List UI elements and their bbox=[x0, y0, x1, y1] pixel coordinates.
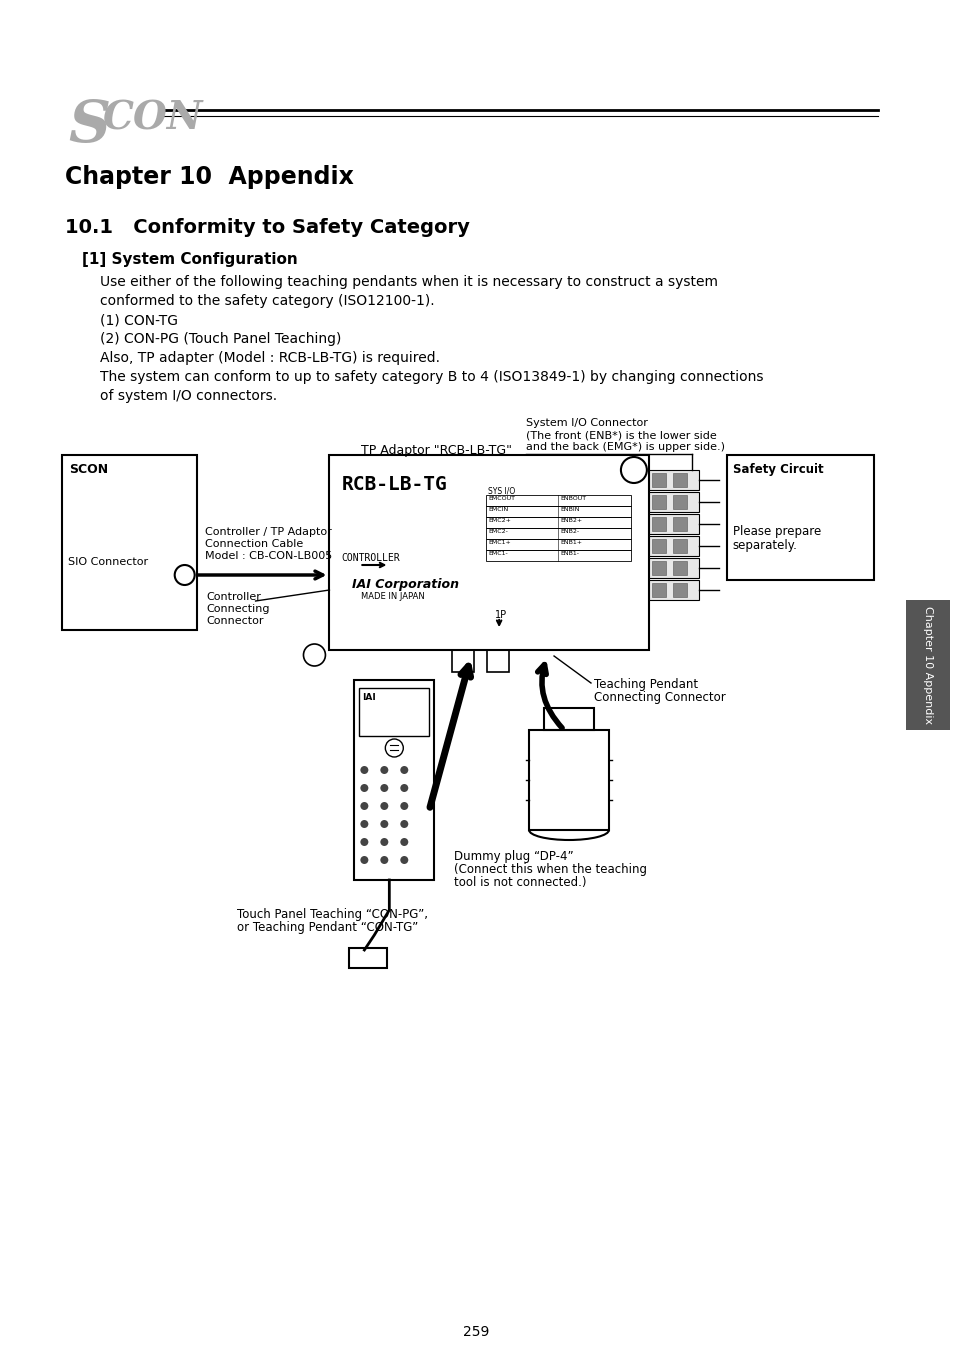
Polygon shape bbox=[672, 495, 686, 509]
Text: EMCIN: EMCIN bbox=[488, 508, 508, 512]
Text: Also, TP adapter (Model : RCB-LB-TG) is required.: Also, TP adapter (Model : RCB-LB-TG) is … bbox=[100, 351, 439, 364]
Circle shape bbox=[360, 856, 368, 864]
Text: RCB-LB-TG: RCB-LB-TG bbox=[341, 475, 447, 494]
Circle shape bbox=[400, 819, 408, 828]
Text: CON: CON bbox=[103, 100, 203, 138]
Polygon shape bbox=[651, 539, 665, 553]
Circle shape bbox=[360, 838, 368, 846]
Circle shape bbox=[380, 856, 388, 864]
Polygon shape bbox=[648, 514, 698, 535]
Text: [1] System Configuration: [1] System Configuration bbox=[82, 252, 297, 267]
Text: of system I/O connectors.: of system I/O connectors. bbox=[100, 389, 276, 404]
Text: Dummy plug “DP-4”: Dummy plug “DP-4” bbox=[454, 850, 574, 863]
Text: SCON: SCON bbox=[69, 463, 108, 477]
Text: or Teaching Pendant “CON-TG”: or Teaching Pendant “CON-TG” bbox=[236, 921, 417, 934]
Polygon shape bbox=[672, 539, 686, 553]
Text: Connector: Connector bbox=[207, 616, 264, 626]
Text: Controller / TP Adaptor: Controller / TP Adaptor bbox=[205, 526, 331, 537]
Circle shape bbox=[400, 765, 408, 774]
Text: ENBIN: ENBIN bbox=[559, 508, 578, 512]
Polygon shape bbox=[648, 536, 698, 556]
Polygon shape bbox=[648, 558, 698, 578]
Text: Connection Cable: Connection Cable bbox=[205, 539, 303, 549]
Circle shape bbox=[360, 784, 368, 792]
Text: (1) CON-TG: (1) CON-TG bbox=[100, 313, 177, 327]
Polygon shape bbox=[672, 472, 686, 487]
Text: Chapter 10 Appendix: Chapter 10 Appendix bbox=[923, 606, 932, 724]
Polygon shape bbox=[651, 495, 665, 509]
Text: ENB2-: ENB2- bbox=[559, 529, 578, 535]
Polygon shape bbox=[672, 583, 686, 597]
Circle shape bbox=[380, 765, 388, 774]
Text: tool is not connected.): tool is not connected.) bbox=[454, 876, 586, 890]
Polygon shape bbox=[651, 472, 665, 487]
Circle shape bbox=[380, 838, 388, 846]
Text: EMC2+: EMC2+ bbox=[488, 518, 511, 522]
Text: EMCOUT: EMCOUT bbox=[488, 495, 515, 501]
Circle shape bbox=[400, 802, 408, 810]
Text: (Connect this when the teaching: (Connect this when the teaching bbox=[454, 863, 646, 876]
Text: Safety Circuit: Safety Circuit bbox=[732, 463, 822, 477]
Circle shape bbox=[400, 856, 408, 864]
Text: S: S bbox=[68, 99, 110, 154]
Text: The system can conform to up to safety category B to 4 (ISO13849-1) by changing : The system can conform to up to safety c… bbox=[100, 370, 762, 383]
Text: ENB2+: ENB2+ bbox=[559, 518, 581, 522]
Text: 259: 259 bbox=[462, 1324, 489, 1339]
Text: SIO Connector: SIO Connector bbox=[68, 558, 148, 567]
Polygon shape bbox=[651, 583, 665, 597]
Text: EMC1+: EMC1+ bbox=[488, 540, 511, 545]
Text: (2) CON-PG (Touch Panel Teaching): (2) CON-PG (Touch Panel Teaching) bbox=[100, 332, 341, 346]
Text: SYS I/O: SYS I/O bbox=[488, 487, 515, 495]
Text: EMC2-: EMC2- bbox=[488, 529, 508, 535]
Text: and the back (EMG*) is upper side.): and the back (EMG*) is upper side.) bbox=[525, 441, 724, 452]
Text: Teaching Pendant: Teaching Pendant bbox=[594, 678, 698, 691]
Text: ENB1+: ENB1+ bbox=[559, 540, 581, 545]
Circle shape bbox=[380, 802, 388, 810]
Polygon shape bbox=[672, 562, 686, 575]
Text: ENBOUT: ENBOUT bbox=[559, 495, 585, 501]
Circle shape bbox=[400, 838, 408, 846]
Text: Connecting Connector: Connecting Connector bbox=[594, 691, 725, 703]
Polygon shape bbox=[651, 517, 665, 531]
Circle shape bbox=[360, 802, 368, 810]
Text: System I/O Connector: System I/O Connector bbox=[525, 418, 647, 428]
Text: Please prepare: Please prepare bbox=[732, 525, 821, 539]
Text: Use either of the following teaching pendants when it is necessary to construct : Use either of the following teaching pen… bbox=[100, 275, 717, 289]
Text: IAI: IAI bbox=[362, 693, 375, 702]
Text: ENB1-: ENB1- bbox=[559, 551, 578, 556]
Circle shape bbox=[380, 784, 388, 792]
Text: Model : CB-CON-LB005: Model : CB-CON-LB005 bbox=[205, 551, 332, 562]
Text: EMC1-: EMC1- bbox=[488, 551, 507, 556]
Text: CONTROLLER: CONTROLLER bbox=[341, 554, 399, 563]
Circle shape bbox=[360, 765, 368, 774]
Circle shape bbox=[380, 819, 388, 828]
Polygon shape bbox=[672, 517, 686, 531]
Text: Controller: Controller bbox=[207, 593, 261, 602]
Text: Touch Panel Teaching “CON-PG”,: Touch Panel Teaching “CON-PG”, bbox=[236, 909, 427, 921]
Polygon shape bbox=[651, 562, 665, 575]
Circle shape bbox=[360, 819, 368, 828]
Text: Chapter 10  Appendix: Chapter 10 Appendix bbox=[65, 165, 354, 189]
Polygon shape bbox=[905, 599, 949, 730]
Circle shape bbox=[400, 784, 408, 792]
Text: conformed to the safety category (ISO12100-1).: conformed to the safety category (ISO121… bbox=[100, 294, 434, 308]
Text: (The front (ENB*) is the lower side: (The front (ENB*) is the lower side bbox=[525, 431, 716, 440]
Polygon shape bbox=[648, 580, 698, 599]
Polygon shape bbox=[648, 470, 698, 490]
Text: separately.: separately. bbox=[732, 539, 797, 552]
Text: 10.1   Conformity to Safety Category: 10.1 Conformity to Safety Category bbox=[65, 217, 469, 238]
Text: MADE IN JAPAN: MADE IN JAPAN bbox=[361, 593, 425, 601]
Text: TP Adaptor "RCB-LB-TG": TP Adaptor "RCB-LB-TG" bbox=[361, 444, 512, 458]
Text: IAI Corporation: IAI Corporation bbox=[352, 578, 459, 591]
Text: Connecting: Connecting bbox=[207, 603, 270, 614]
Polygon shape bbox=[648, 491, 698, 512]
Text: 1P: 1P bbox=[495, 610, 507, 620]
